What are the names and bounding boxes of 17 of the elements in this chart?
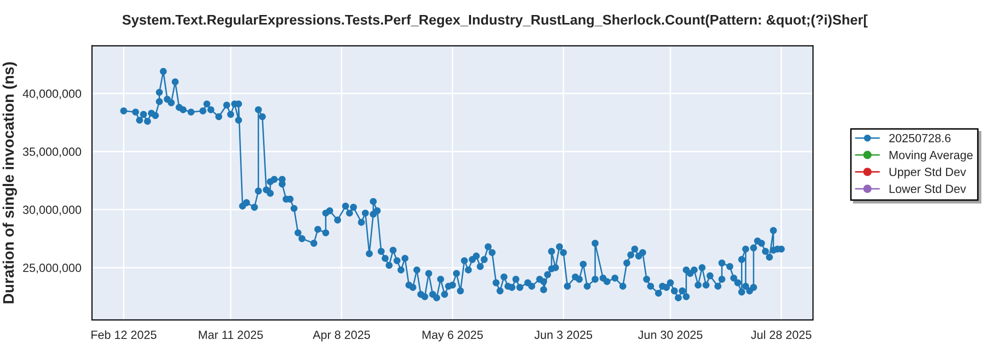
x-tick-label: May 6 2025 <box>422 330 483 342</box>
legend-label: Moving Average <box>890 150 973 162</box>
chart-title: System.Text.RegularExpressions.Tests.Perf_Regex_Industry_RustLang_Sherlock.Count(Pattern: &quot;(?i)Sher[ <box>122 14 868 28</box>
y-tick-label: 40,000,000 <box>22 89 82 100</box>
legend-label: Lower Std Dev <box>890 184 966 194</box>
y-tick-label: 25,000,000 <box>23 264 82 274</box>
x-tick-label: Jun 3 2025 <box>534 330 592 339</box>
x-tick-label: Apr 8 2025 <box>312 330 370 342</box>
legend-label: 20250728.6 <box>889 134 951 142</box>
y-axis-title: Duration of single invocation (ns) <box>2 62 17 304</box>
x-tick-label: Jun 30 2025 <box>638 330 702 339</box>
y-tick-label: 30,000,000 <box>22 206 82 216</box>
x-tick-label: Mar 11 2025 <box>198 330 263 339</box>
x-tick-label: Feb 12 2025 <box>92 330 156 339</box>
x-tick-label: Jul 28 2025 <box>750 330 812 339</box>
y-tick-label: 35,000,000 <box>22 148 82 158</box>
legend-label: Upper Std Dev <box>890 167 966 178</box>
